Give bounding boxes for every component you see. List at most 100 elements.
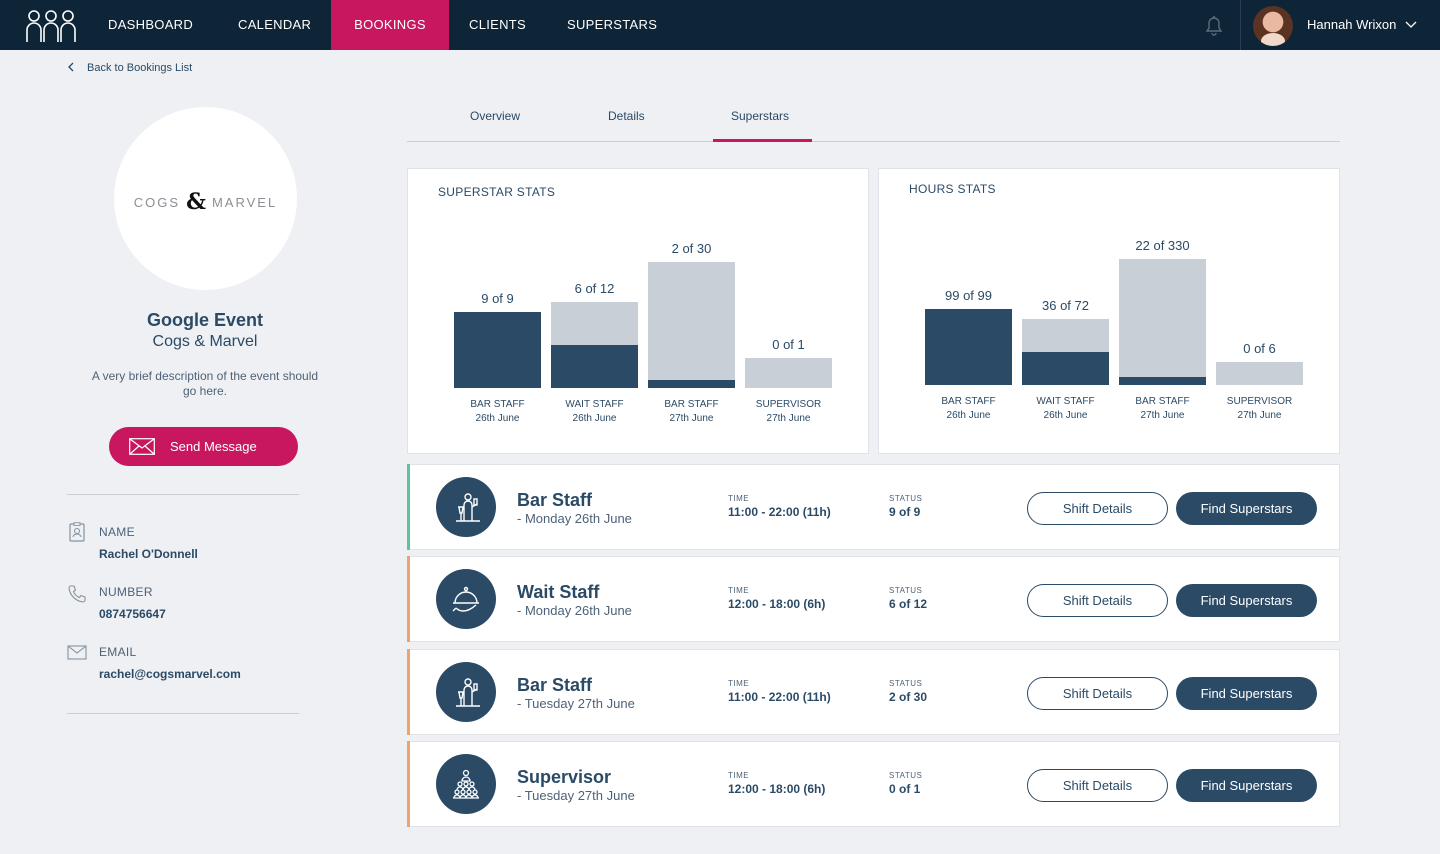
nav-bookings[interactable]: BOOKINGS <box>331 0 449 50</box>
back-to-bookings-link[interactable]: Back to Bookings List <box>67 60 192 76</box>
bar-fill <box>1119 377 1206 385</box>
event-description: A very brief description of the event sh… <box>91 369 319 398</box>
time-value: 12:00 - 18:00 (6h) <box>728 782 826 796</box>
status-label: STATUS <box>889 494 923 503</box>
superstar-stats-card: SUPERSTAR STATS 9 of 9 BAR STAFF 26th June… <box>407 168 869 454</box>
time-label: TIME <box>728 771 750 780</box>
shift-date: - Monday 26th June <box>517 511 632 526</box>
status-label: STATUS <box>889 771 923 780</box>
time-label: TIME <box>728 679 750 688</box>
bar-value-label: 36 of 72 <box>1042 298 1089 313</box>
shift-details-button[interactable]: Shift Details <box>1027 677 1168 710</box>
bar-track <box>648 262 735 388</box>
find-superstars-button[interactable]: Find Superstars <box>1176 584 1317 617</box>
role-icon-badge <box>436 477 496 537</box>
superstar-stats-title: SUPERSTAR STATS <box>438 185 556 199</box>
supervisor-icon <box>453 769 479 799</box>
status-value: 2 of 30 <box>889 690 928 704</box>
hours-stats-title: HOURS STATS <box>909 182 996 196</box>
top-nav: DASHBOARD CALENDAR BOOKINGS CLIENTS SUPE… <box>0 0 1440 50</box>
shift-row: Wait Staff - Monday 26th June TIME 12:00… <box>407 556 1340 642</box>
bar-category-label: SUPERVISOR 27th June <box>755 399 822 424</box>
chevron-left-icon <box>68 62 74 72</box>
team-logo-icon[interactable] <box>24 8 78 44</box>
bar-track <box>745 358 832 388</box>
bar-category-label: SUPERVISOR 27th June <box>1226 396 1293 421</box>
status-label: STATUS <box>889 586 923 595</box>
name-label: NAME <box>99 525 135 539</box>
email-value[interactable]: rachel@cogsmarvel.com <box>99 667 241 681</box>
shift-details-button[interactable]: Shift Details <box>1027 584 1168 617</box>
tab-superstars[interactable]: Superstars <box>731 109 790 123</box>
tab-overview[interactable]: Overview <box>470 109 521 123</box>
bar-category-label: BAR STAFF 26th June <box>941 396 996 421</box>
envelope-icon <box>129 438 155 455</box>
bar-category-label: BAR STAFF 27th June <box>1135 396 1190 421</box>
bar-category-label: WAIT STAFF 26th June <box>1036 396 1095 421</box>
nav-clients[interactable]: CLIENTS <box>469 17 527 32</box>
send-message-button[interactable]: Send Message <box>109 427 298 466</box>
bar-value-label: 99 of 99 <box>945 288 992 303</box>
time-value: 11:00 - 22:00 (11h) <box>728 690 831 704</box>
number-label: NUMBER <box>99 585 153 599</box>
divider <box>67 713 299 714</box>
bar-value-label: 9 of 9 <box>481 291 514 306</box>
client-logo-wordmark: COGS & MARVEL <box>133 189 278 215</box>
shift-role: Bar Staff <box>517 675 593 695</box>
find-superstars-button[interactable]: Find Superstars <box>1176 677 1317 710</box>
bar-value-label: 0 of 6 <box>1243 341 1276 356</box>
id-badge-icon <box>69 522 85 542</box>
status-value: 9 of 9 <box>889 505 921 519</box>
shift-status-accent <box>407 556 410 642</box>
phone-icon <box>68 585 86 603</box>
shift-status-accent <box>407 464 410 550</box>
bar-fill <box>925 309 1012 385</box>
shift-details-button[interactable]: Shift Details <box>1027 769 1168 802</box>
bar-value-label: 2 of 30 <box>671 241 712 256</box>
bar-category-label: BAR STAFF 26th June <box>470 399 525 424</box>
shift-role: Wait Staff <box>517 582 600 602</box>
active-tab-indicator <box>713 139 812 142</box>
bar-value-label: 0 of 1 <box>772 337 805 352</box>
nav-divider <box>1240 0 1241 50</box>
status-value: 0 of 1 <box>889 782 921 796</box>
hours-stats-card: HOURS STATS 99 of 99 BAR STAFF 26th June 36… <box>878 168 1340 454</box>
send-message-label: Send Message <box>170 439 257 454</box>
role-icon-badge <box>436 569 496 629</box>
nav-dashboard[interactable]: DASHBOARD <box>108 17 194 32</box>
shift-status-accent <box>407 741 410 827</box>
user-name[interactable]: Hannah Wrixon <box>1307 17 1397 32</box>
divider <box>67 494 299 495</box>
email-label: EMAIL <box>99 645 137 659</box>
find-superstars-button[interactable]: Find Superstars <box>1176 492 1317 525</box>
shift-row: Bar Staff - Monday 26th June TIME 11:00 … <box>407 464 1340 550</box>
bar-fill <box>551 345 638 388</box>
nav-superstars[interactable]: SUPERSTARS <box>567 17 658 32</box>
avatar[interactable] <box>1253 6 1293 46</box>
shift-row: Supervisor - Tuesday 27th June TIME 12:0… <box>407 741 1340 827</box>
shift-role: Bar Staff <box>517 490 593 510</box>
shift-date: - Monday 26th June <box>517 603 632 618</box>
bartender-icon <box>456 678 480 707</box>
nav-calendar[interactable]: CALENDAR <box>238 17 312 32</box>
bar-track <box>1216 362 1303 385</box>
shift-date: - Tuesday 27th June <box>517 788 635 803</box>
bell-icon[interactable] <box>1202 13 1226 37</box>
event-title: Google Event <box>146 310 263 330</box>
envelope-icon <box>67 645 87 660</box>
time-label: TIME <box>728 494 750 503</box>
tabs-baseline <box>407 141 1340 142</box>
tab-details[interactable]: Details <box>608 109 645 123</box>
name-value: Rachel O'Donnell <box>99 547 198 561</box>
time-label: TIME <box>728 586 750 595</box>
chevron-down-icon[interactable] <box>1405 19 1417 31</box>
bar-fill <box>1022 352 1109 385</box>
shift-row: Bar Staff - Tuesday 27th June TIME 11:00… <box>407 649 1340 735</box>
find-superstars-button[interactable]: Find Superstars <box>1176 769 1317 802</box>
bar-category-label: WAIT STAFF 26th June <box>565 399 624 424</box>
bartender-icon <box>456 493 480 522</box>
bar-track <box>1119 259 1206 385</box>
shift-details-button[interactable]: Shift Details <box>1027 492 1168 525</box>
bar-fill <box>648 380 735 388</box>
status-value: 6 of 12 <box>889 597 928 611</box>
